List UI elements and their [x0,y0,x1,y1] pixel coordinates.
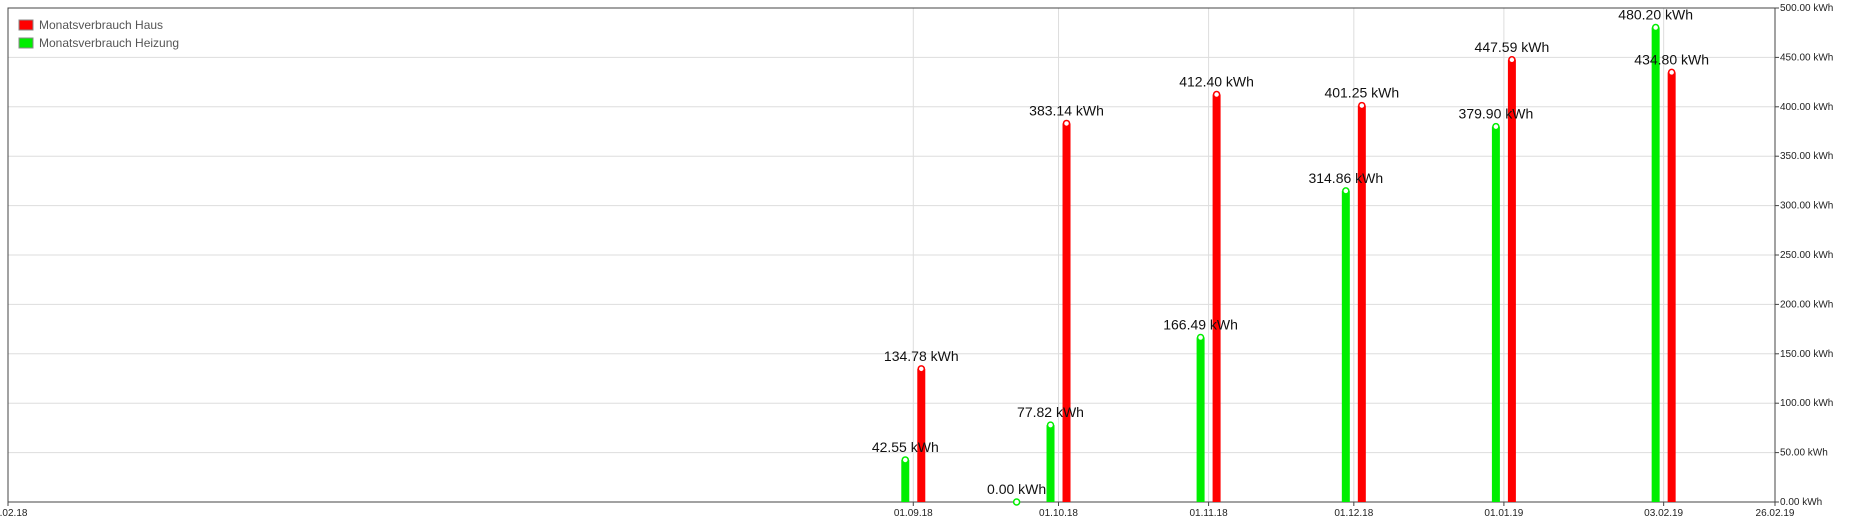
bar-marker [1196,333,1205,342]
y-tick-label: 500.00 kWh [1780,3,1833,14]
y-tick-label: 250.00 kWh [1780,250,1833,261]
bar-marker [1651,23,1660,32]
bar [1212,94,1221,502]
chart-grid [8,8,1775,502]
data-label: 77.82 kWh [1017,404,1084,420]
y-tick-label: 50.00 kWh [1780,448,1828,459]
y-tick-label: 450.00 kWh [1780,52,1833,63]
x-tick-label: 01.01.19 [1484,508,1523,519]
legend-label-haus: Monatsverbrauch Haus [39,18,163,32]
data-label: 134.78 kWh [884,348,959,364]
chart-bars [901,27,1676,503]
bar [1491,126,1500,502]
data-label: 383.14 kWh [1029,102,1104,118]
bar-marker [917,365,926,373]
bar [1046,425,1055,502]
data-label: 379.90 kWh [1459,106,1534,122]
data-label: 447.59 kWh [1475,39,1550,55]
data-label: 42.55 kWh [872,439,939,455]
bar [917,368,926,502]
bar [1196,337,1205,502]
x-tick-label: 01.09.18 [894,508,933,519]
y-axis: 0.00 kWh 50.00 kWh 100.00 kWh 150.00 kWh 200… [1775,3,1833,508]
data-label: 434.80 kWh [1634,51,1709,67]
data-label: 401.25 kWh [1324,85,1399,101]
x-axis: 26.02.18 01.09.18 01.10.18 01.11.18 01.12.18… [0,502,1795,519]
y-tick-label: 0.00 kWh [1780,497,1822,508]
data-label: 314.86 kWh [1308,170,1383,186]
data-label: 480.20 kWh [1618,7,1693,23]
y-tick-label: 300.00 kWh [1780,201,1833,212]
bar-marker [1667,68,1676,77]
bar-marker [1012,498,1021,506]
x-tick-label: 26.02.18 [0,508,28,519]
x-tick-label: 01.11.18 [1189,508,1228,519]
bar-marker [1508,56,1516,64]
data-label: 0.00 kWh [987,481,1046,497]
bar [901,459,910,502]
bar-marker [1358,101,1366,110]
bar [1507,59,1516,503]
bar [1357,105,1366,502]
bar [1341,190,1350,502]
bar [1062,123,1071,503]
data-label: 412.40 kWh [1179,74,1254,90]
y-tick-label: 350.00 kWh [1780,151,1833,162]
bar [1651,27,1660,502]
bar-marker [1212,90,1221,99]
data-label: 166.49 kWh [1163,317,1238,333]
bar [1667,72,1676,502]
bar-marker [1342,187,1350,195]
chart-markers [901,23,1676,506]
legend-label-heizung: Monatsverbrauch Heizung [39,36,179,50]
bar-marker [1492,122,1500,131]
bar-marker [1046,421,1055,429]
legend: Monatsverbrauch Haus Monatsverbrauch Hei… [18,18,179,50]
x-tick-label: 26.02.19 [1756,508,1795,519]
legend-swatch-heizung [18,37,34,49]
bar-marker [1062,119,1071,128]
chart-data-labels: 134.78 kWh 383.14 kWh 412.40 kWh 401.25 kWh… [872,7,1709,497]
x-tick-label: 01.12.18 [1334,508,1373,519]
legend-swatch-haus [18,19,34,31]
bar-marker [901,456,910,464]
y-tick-label: 100.00 kWh [1780,398,1833,409]
y-tick-label: 200.00 kWh [1780,299,1833,310]
y-tick-label: 150.00 kWh [1780,349,1833,360]
y-tick-label: 400.00 kWh [1780,102,1833,113]
x-tick-label: 03.02.19 [1644,508,1683,519]
x-tick-label: 01.10.18 [1039,508,1078,519]
